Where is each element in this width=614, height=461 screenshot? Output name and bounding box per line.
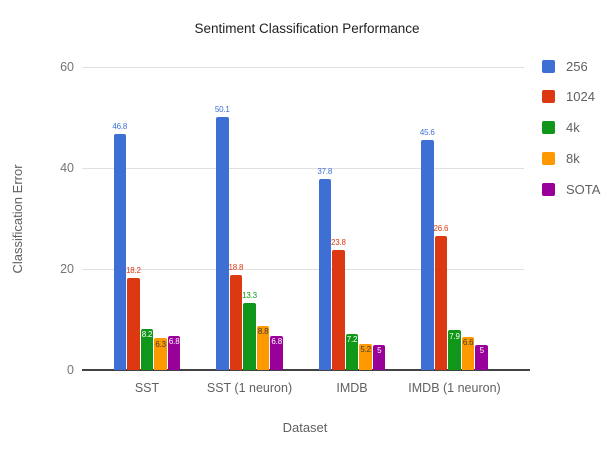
- legend-swatch: [542, 59, 555, 73]
- bar-SOTA-SST[interactable]: [167, 335, 181, 370]
- bar-1024-SST (1 neuron)[interactable]: [229, 275, 243, 370]
- bar-1024-SST[interactable]: [127, 278, 140, 370]
- bar-256-IMDB (1 neuron)[interactable]: [421, 139, 434, 370]
- legend-item-1024[interactable]: 1024: [542, 89, 612, 105]
- bar-value-label: 50.1: [214, 104, 230, 114]
- bar-SOTA-IMDB (1 neuron)[interactable]: [475, 344, 488, 370]
- bar-value-label: 8.2: [141, 330, 153, 340]
- legend-swatch: [542, 121, 555, 135]
- bar-value-label: 5.2: [360, 345, 371, 355]
- bar-SOTA-SST (1 neuron)[interactable]: [270, 335, 283, 370]
- bar-value-label: 6.6: [462, 338, 474, 348]
- bar-value-label: 6.3: [155, 339, 166, 349]
- bar-value-label: 37.8: [317, 167, 333, 177]
- gridline-20: [82, 269, 524, 270]
- legend-label: 4k: [566, 120, 580, 136]
- bar-256-SST (1 neuron)[interactable]: [216, 116, 229, 370]
- bar-value-label: 18.8: [228, 263, 244, 273]
- legend-label: 8k: [566, 150, 580, 166]
- legend-label: 1024: [566, 89, 595, 105]
- x-category-label: SST (1 neuron): [206, 381, 293, 395]
- bar-256-IMDB[interactable]: [318, 179, 332, 370]
- y-axis-title: Classification Error: [10, 164, 25, 274]
- legend-item-256[interactable]: 256: [542, 58, 612, 74]
- bar-4k-IMDB[interactable]: [345, 333, 359, 370]
- bar-4k-SST[interactable]: [140, 328, 154, 370]
- bar-value-label: 46.8: [112, 121, 128, 131]
- x-category-label: IMDB (1 neuron): [408, 381, 501, 395]
- bar-8k-SST (1 neuron)[interactable]: [256, 325, 270, 370]
- bar-value-label: 5: [479, 346, 484, 356]
- y-tick-label-0: 0: [67, 363, 74, 377]
- gridline-60: [82, 67, 524, 68]
- bar-value-label: 5: [377, 346, 382, 356]
- legend-item-4k[interactable]: 4k: [542, 120, 612, 136]
- legend-item-SOTA[interactable]: SOTA: [542, 181, 612, 197]
- x-axis-title: Dataset: [282, 420, 328, 435]
- chart-title: Sentiment Classification Performance: [194, 21, 420, 36]
- bar-value-label: 8.8: [257, 327, 269, 337]
- bar-8k-IMDB (1 neuron)[interactable]: [461, 336, 475, 370]
- bar-value-label: 6.8: [271, 337, 282, 347]
- bar-1024-IMDB (1 neuron)[interactable]: [434, 235, 448, 370]
- legend-swatch: [542, 151, 555, 165]
- bar-value-label: 7.9: [449, 331, 460, 341]
- y-tick-label-40: 40: [60, 161, 74, 175]
- bar-4k-IMDB (1 neuron)[interactable]: [448, 330, 461, 370]
- bar-value-label: 7.2: [346, 335, 358, 345]
- legend-label: SOTA: [566, 181, 601, 197]
- bar-value-label: 6.8: [168, 337, 180, 347]
- bar-value-label: 18.2: [126, 266, 141, 276]
- bar-8k-SST[interactable]: [154, 338, 167, 370]
- legend-label: 256: [566, 58, 588, 74]
- legend-item-8k[interactable]: 8k: [542, 150, 612, 166]
- x-category-label: IMDB: [336, 381, 368, 395]
- bar-value-label: 26.6: [433, 223, 449, 233]
- x-category-label: SST: [134, 381, 160, 395]
- bar-256-SST[interactable]: [113, 133, 127, 370]
- bar-4k-SST (1 neuron)[interactable]: [243, 302, 256, 370]
- y-tick-label-20: 20: [60, 262, 74, 276]
- bar-value-label: 13.3: [242, 290, 257, 300]
- x-axis-baseline: [82, 369, 530, 371]
- y-tick-label-60: 60: [60, 60, 74, 74]
- bar-8k-IMDB[interactable]: [359, 343, 372, 370]
- legend-swatch: [542, 182, 555, 196]
- gridline-40: [82, 168, 524, 169]
- bar-SOTA-IMDB[interactable]: [372, 344, 386, 370]
- bar-value-label: 45.6: [419, 127, 435, 137]
- bar-value-label: 23.8: [331, 237, 346, 247]
- legend-swatch: [542, 90, 555, 104]
- bar-1024-IMDB[interactable]: [332, 249, 345, 370]
